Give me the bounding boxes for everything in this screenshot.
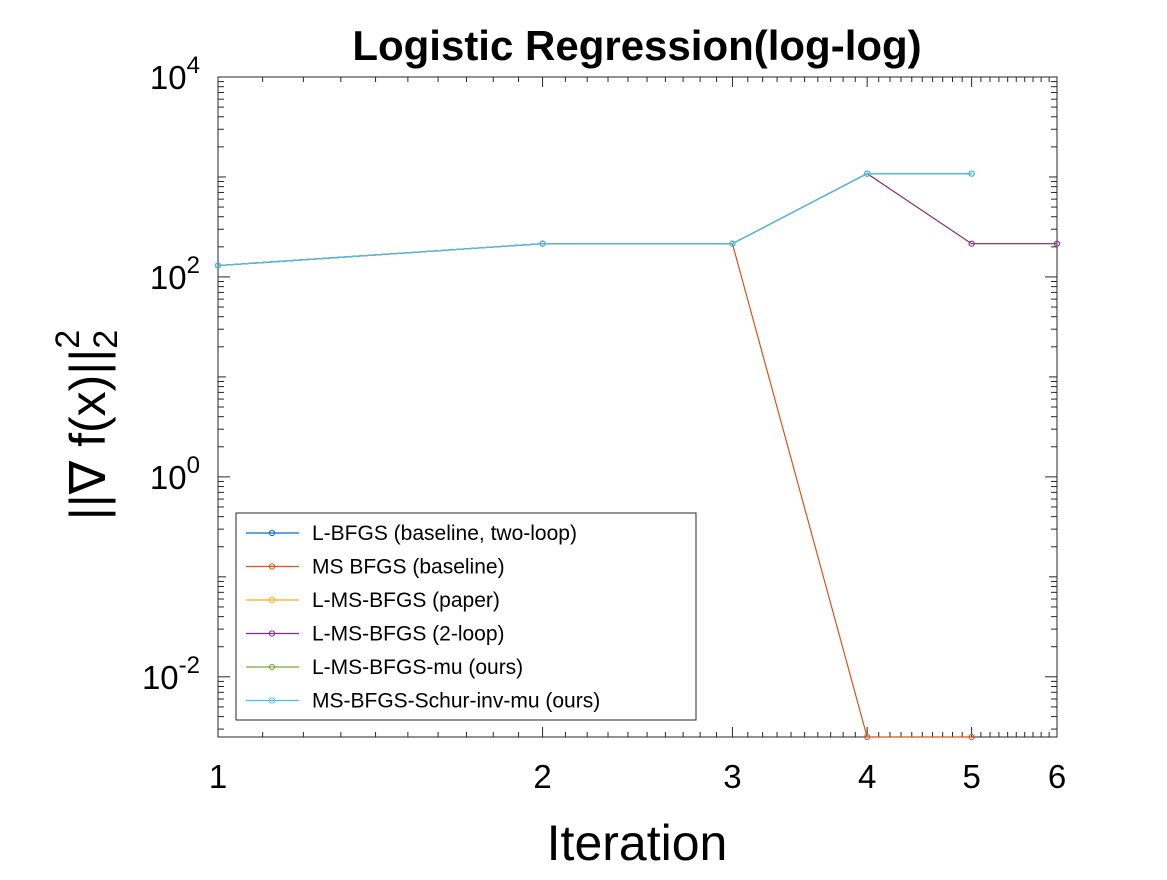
x-tick-labels: 1 2 3 4 5 6 <box>209 758 1066 795</box>
x-tick-label: 3 <box>723 758 741 795</box>
legend-entry: MS-BFGS-Schur-inv-mu (ours) <box>246 690 600 713</box>
data-point <box>864 170 871 177</box>
data-point <box>539 240 546 247</box>
legend-marker <box>268 596 276 604</box>
y-tick-label: 102 <box>150 252 200 296</box>
legend-marker <box>268 697 276 704</box>
legend: L-BFGS (baseline, two-loop) MS BFGS (base… <box>235 512 697 721</box>
data-point <box>864 733 871 741</box>
x-axis-label: Iteration <box>547 815 728 871</box>
data-point <box>968 170 975 177</box>
y-tick-labels: 104 102 100 10-2 <box>142 52 200 696</box>
y-axis-label-main: ||∇ f(x)|| <box>60 349 116 520</box>
data-point <box>729 240 736 247</box>
svg-text:||∇ f(x)||22: ||∇ f(x)||22 <box>49 330 125 520</box>
legend-label: L-MS-BFGS-mu (ours) <box>312 656 523 679</box>
legend-label: L-MS-BFGS (paper) <box>312 589 500 612</box>
legend-marker <box>268 563 276 570</box>
y-axis-label-superscript: 2 <box>49 330 87 349</box>
chart-title: Logistic Regression(log-log) <box>352 22 921 69</box>
x-tick-label: 2 <box>533 758 551 795</box>
y-tick-label: 10-2 <box>142 652 200 696</box>
legend-marker <box>268 630 276 637</box>
x-tick-label: 4 <box>858 758 876 795</box>
data-point <box>214 262 222 269</box>
legend-marker <box>268 529 276 537</box>
data-point <box>968 733 975 741</box>
y-tick-label: 100 <box>150 452 200 496</box>
y-axis-label-subscript: 2 <box>87 330 125 349</box>
legend-entry: L-MS-BFGS-mu (ours) <box>246 656 523 679</box>
data-point <box>968 240 975 247</box>
y-axis-label: ||∇ f(x)||22 <box>49 330 125 520</box>
x-tick-label: 6 <box>1048 758 1066 795</box>
legend-entry: L-MS-BFGS (paper) <box>246 589 500 612</box>
legend-entry: L-BFGS (baseline, two-loop) <box>246 522 577 545</box>
x-tick-label: 5 <box>962 758 980 795</box>
data-point <box>1053 240 1061 247</box>
axis-ticks <box>217 76 1058 737</box>
x-tick-label: 1 <box>209 758 227 795</box>
legend-marker <box>268 663 276 671</box>
legend-entry: MS BFGS (baseline) <box>246 556 505 579</box>
legend-label: MS-BFGS-Schur-inv-mu (ours) <box>312 690 600 713</box>
legend-label: L-BFGS (baseline, two-loop) <box>312 522 577 545</box>
legend-box <box>235 512 697 721</box>
legend-entry: L-MS-BFGS (2-loop) <box>246 623 505 646</box>
series-6 <box>214 170 975 269</box>
legend-label: MS BFGS (baseline) <box>312 556 505 579</box>
legend-label: L-MS-BFGS (2-loop) <box>312 623 505 646</box>
y-tick-label: 104 <box>150 52 200 96</box>
series-lines <box>214 170 1061 741</box>
series-line <box>217 173 972 267</box>
